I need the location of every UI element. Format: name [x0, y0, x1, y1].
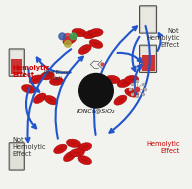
Ellipse shape [83, 30, 97, 39]
Ellipse shape [87, 33, 94, 36]
FancyBboxPatch shape [140, 45, 157, 73]
Ellipse shape [106, 75, 120, 84]
Ellipse shape [66, 139, 80, 147]
Polygon shape [142, 67, 155, 72]
Ellipse shape [54, 144, 67, 154]
FancyBboxPatch shape [140, 6, 157, 33]
Circle shape [59, 33, 66, 40]
FancyArrowPatch shape [157, 33, 162, 51]
Ellipse shape [109, 78, 116, 81]
FancyArrowPatch shape [94, 26, 137, 135]
Ellipse shape [25, 88, 32, 90]
Polygon shape [11, 70, 22, 75]
Ellipse shape [89, 29, 103, 37]
FancyArrowPatch shape [135, 65, 142, 96]
Ellipse shape [33, 78, 39, 81]
Text: Red Blood
Cell: Red Blood Cell [44, 70, 71, 81]
Ellipse shape [70, 149, 84, 157]
Ellipse shape [76, 32, 83, 34]
Text: Not
Hemolytic
Effect: Not Hemolytic Effect [146, 28, 180, 48]
Ellipse shape [22, 84, 36, 93]
Polygon shape [142, 27, 155, 32]
Ellipse shape [81, 159, 88, 162]
FancyBboxPatch shape [9, 143, 24, 170]
Ellipse shape [78, 143, 92, 151]
Ellipse shape [72, 28, 86, 37]
Ellipse shape [89, 39, 103, 48]
FancyArrowPatch shape [37, 58, 71, 73]
Ellipse shape [63, 36, 77, 45]
Ellipse shape [33, 93, 46, 104]
Ellipse shape [37, 96, 43, 100]
Ellipse shape [117, 79, 131, 88]
Ellipse shape [53, 81, 60, 82]
Ellipse shape [121, 82, 128, 84]
Polygon shape [11, 164, 22, 169]
Ellipse shape [117, 98, 123, 102]
Ellipse shape [63, 151, 76, 162]
Ellipse shape [40, 72, 54, 80]
Ellipse shape [78, 156, 92, 165]
Circle shape [79, 74, 113, 108]
FancyBboxPatch shape [9, 49, 24, 76]
Text: Hemolytic
Effect: Hemolytic Effect [146, 141, 180, 153]
Ellipse shape [114, 95, 127, 105]
Ellipse shape [57, 147, 64, 151]
FancyArrowPatch shape [26, 49, 71, 142]
Circle shape [70, 33, 77, 40]
Ellipse shape [44, 95, 58, 105]
Circle shape [65, 40, 71, 47]
Ellipse shape [67, 154, 73, 159]
Ellipse shape [78, 44, 91, 54]
FancyArrowPatch shape [132, 37, 139, 71]
Ellipse shape [100, 86, 107, 88]
Ellipse shape [93, 32, 99, 33]
Ellipse shape [44, 75, 51, 77]
Ellipse shape [82, 48, 88, 51]
Bar [142, 15, 155, 31]
Ellipse shape [66, 39, 73, 42]
Ellipse shape [125, 88, 138, 97]
Ellipse shape [29, 75, 43, 84]
Ellipse shape [50, 77, 64, 85]
Ellipse shape [81, 146, 88, 148]
FancyBboxPatch shape [11, 50, 23, 75]
Ellipse shape [74, 152, 81, 153]
FancyArrowPatch shape [118, 53, 142, 62]
Ellipse shape [97, 82, 110, 91]
FancyArrowPatch shape [26, 88, 36, 128]
Ellipse shape [48, 98, 54, 102]
FancyArrowPatch shape [55, 57, 83, 139]
FancyArrowPatch shape [28, 69, 39, 92]
Text: Not
Hemolytic
Effect: Not Hemolytic Effect [12, 137, 46, 157]
Bar [142, 55, 155, 71]
FancyArrowPatch shape [109, 26, 150, 133]
Ellipse shape [93, 42, 99, 45]
Ellipse shape [125, 75, 139, 84]
Ellipse shape [128, 91, 135, 94]
FancyBboxPatch shape [141, 7, 155, 32]
Circle shape [63, 33, 73, 43]
FancyBboxPatch shape [141, 47, 155, 71]
Ellipse shape [128, 79, 135, 80]
Text: IONCs@SiO₂: IONCs@SiO₂ [77, 108, 115, 114]
Ellipse shape [70, 142, 77, 144]
Text: Hemolytic
Effect: Hemolytic Effect [12, 65, 50, 78]
Bar [11, 153, 22, 168]
Bar [11, 59, 22, 74]
FancyBboxPatch shape [11, 144, 23, 169]
